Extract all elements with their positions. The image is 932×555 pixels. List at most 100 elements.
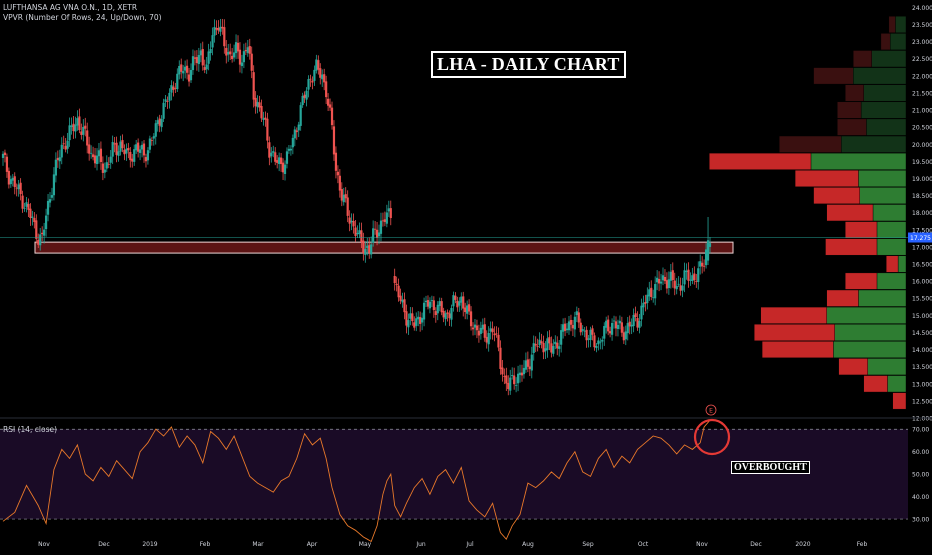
candle-body: [601, 339, 604, 342]
candle-body: [381, 220, 385, 222]
candle-body: [266, 118, 269, 141]
earnings-marker-circle: [705, 404, 717, 416]
candle-body: [250, 53, 253, 71]
candle-body: [221, 26, 224, 29]
candle-body: [591, 328, 594, 335]
candle-body: [417, 316, 420, 320]
candle-body: [80, 131, 83, 135]
candle-body: [614, 321, 618, 329]
candle-body: [262, 118, 265, 120]
candle-body: [46, 200, 50, 215]
vp-row-down: [837, 101, 862, 119]
candle-body: [481, 324, 484, 330]
candle-body: [624, 331, 627, 340]
candle-body: [532, 343, 535, 353]
candle-body: [95, 155, 99, 165]
candle-body: [642, 302, 645, 308]
candle-body: [211, 35, 214, 48]
candle-body: [554, 341, 557, 345]
time-tick-label: Nov: [696, 541, 708, 548]
candle-body: [184, 66, 187, 71]
candle-body: [458, 301, 461, 306]
candle-body: [577, 312, 580, 323]
candle-body: [33, 217, 36, 223]
candle-body: [127, 147, 130, 151]
vp-row-up: [810, 152, 907, 170]
candle-body: [567, 321, 571, 331]
candle-body: [669, 271, 672, 281]
candle-body: [301, 95, 304, 106]
candle-body: [39, 234, 42, 246]
candle-body: [66, 140, 69, 149]
symbol-legend[interactable]: LUFTHANSA AG VNA O.N., 1D, XETR: [3, 3, 138, 12]
candle-body: [27, 203, 30, 210]
candle-body: [587, 338, 590, 340]
candle-body: [99, 148, 103, 163]
time-tick-label: Feb: [200, 541, 211, 548]
vp-row-up: [858, 289, 907, 307]
candle-body: [123, 149, 126, 155]
candle-body: [538, 339, 541, 346]
price-candles: [1, 18, 712, 396]
candle-body: [291, 137, 294, 148]
vp-row-down: [826, 204, 874, 222]
candle-body: [366, 245, 369, 249]
vp-row-down: [863, 375, 888, 393]
candle-body: [401, 299, 404, 303]
candle-body: [644, 302, 647, 304]
candle-body: [495, 333, 498, 335]
price-tick-label: 17.000: [912, 244, 932, 251]
candle-body: [650, 287, 653, 298]
candle-body: [622, 332, 625, 341]
candle-body: [497, 334, 500, 348]
rsi-band: [0, 429, 908, 520]
candle-body: [203, 67, 206, 71]
candle-body: [260, 106, 263, 119]
candle-body: [109, 156, 112, 163]
candle-body: [675, 285, 678, 290]
rsi-tick-label: 30.00: [912, 517, 929, 524]
candle-body: [219, 26, 222, 32]
candle-body: [311, 80, 314, 83]
candle-body: [307, 79, 310, 90]
candle-body: [205, 64, 208, 70]
candle-body: [659, 281, 663, 284]
price-tick-label: 23.000: [912, 39, 932, 46]
candle-body: [281, 162, 285, 173]
candle-body: [581, 329, 584, 331]
candle-body: [70, 125, 73, 127]
candle-body: [225, 47, 228, 56]
vp-row-down: [845, 221, 878, 239]
candle-body: [511, 375, 514, 377]
price-tick-label: 20.500: [912, 125, 932, 132]
vp-row-up: [860, 101, 907, 119]
price-tick-label: 13.500: [912, 364, 932, 371]
candle-body: [585, 329, 588, 341]
candle-body: [119, 141, 122, 152]
candle-body: [638, 320, 641, 328]
candle-body: [354, 227, 357, 236]
candle-body: [487, 332, 490, 345]
candle-body: [528, 366, 531, 370]
candle-body: [493, 333, 496, 336]
candle-body: [315, 59, 318, 71]
candle-body: [297, 124, 300, 131]
candle-body: [593, 335, 596, 348]
support-zone-box: [34, 241, 734, 254]
candle-body: [409, 313, 412, 319]
candle-body: [31, 216, 34, 218]
candle-body: [603, 326, 606, 339]
candle-body: [571, 325, 575, 329]
candle-body: [552, 345, 555, 354]
candle-body: [683, 270, 686, 285]
vp-row-down: [845, 272, 878, 290]
vpvr-legend[interactable]: VPVR (Number Of Rows, 24, Up/Down, 70): [3, 13, 162, 22]
vp-row-up: [859, 187, 907, 205]
vp-row-up: [895, 16, 907, 33]
candle-body: [43, 229, 46, 236]
rsi-legend[interactable]: RSI (14, close): [3, 425, 58, 434]
candle-body: [360, 230, 363, 242]
candle-body: [152, 136, 155, 139]
candle-body: [479, 327, 482, 334]
candle-body: [405, 311, 408, 326]
